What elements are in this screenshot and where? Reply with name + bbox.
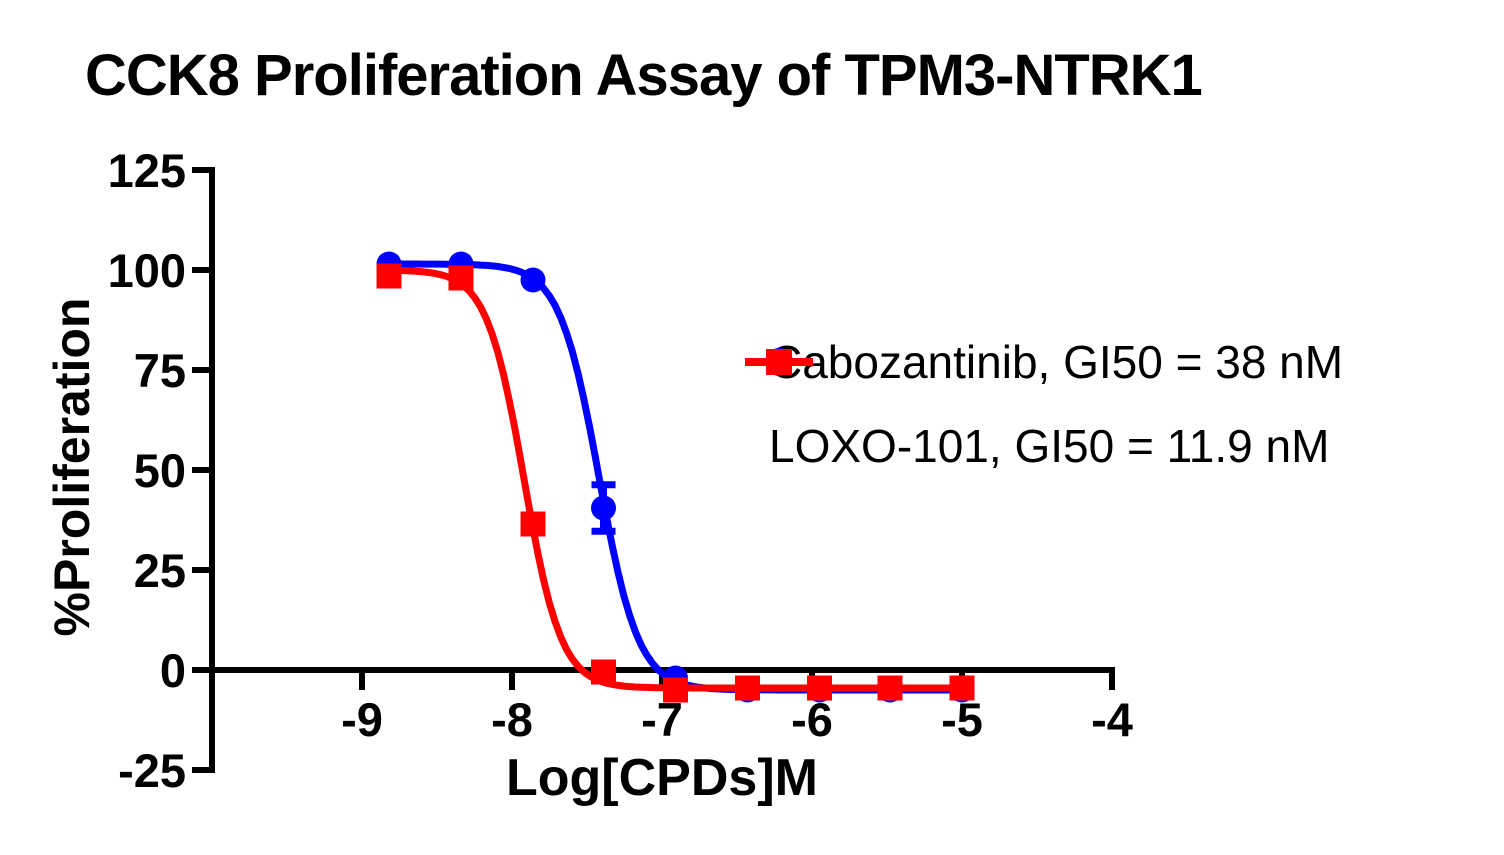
- y-tick-label: 50: [134, 444, 186, 497]
- x-tick-label: -8: [491, 693, 533, 746]
- square-marker-icon: [745, 349, 813, 375]
- x-tick-label: -9: [341, 693, 383, 746]
- legend-label: Cabozantinib, GI50 = 38 nM: [769, 336, 1344, 388]
- data-point-square: [735, 675, 760, 701]
- data-point-circle: [520, 267, 546, 293]
- data-point-square: [949, 675, 975, 701]
- y-tick-label: 75: [134, 344, 186, 397]
- x-tick-label: -6: [791, 693, 833, 746]
- legend-label: LOXO-101, GI50 = 11.9 nM: [769, 420, 1330, 472]
- legend-item-cabozantinib: Cabozantinib, GI50 = 38 nM: [743, 332, 1343, 392]
- chart-title: CCK8 Proliferation Assay of TPM3-NTRK1: [85, 43, 1203, 108]
- data-point-square: [448, 265, 474, 291]
- data-point-circle: [591, 495, 616, 521]
- y-tick-label: 25: [134, 544, 186, 597]
- series-loxo-101: [376, 263, 975, 703]
- data-point-square: [591, 659, 616, 685]
- y-tick-label: -25: [118, 744, 186, 797]
- x-axis-title: Log[CPDs]M: [506, 749, 818, 807]
- y-tick-label: 125: [108, 144, 186, 197]
- data-point-square: [877, 675, 903, 701]
- data-point-square: [376, 263, 402, 289]
- legend: Cabozantinib, GI50 = 38 nM LOXO-101, GI50…: [743, 332, 1343, 500]
- y-tick-label: 0: [160, 644, 186, 697]
- data-point-square: [520, 511, 546, 537]
- data-point-square: [807, 675, 832, 701]
- legend-item-loxo-101: LOXO-101, GI50 = 11.9 nM: [743, 349, 1343, 476]
- y-tick-label: 100: [108, 244, 186, 297]
- data-point-square: [663, 677, 688, 703]
- x-tick-label: -4: [1091, 693, 1133, 746]
